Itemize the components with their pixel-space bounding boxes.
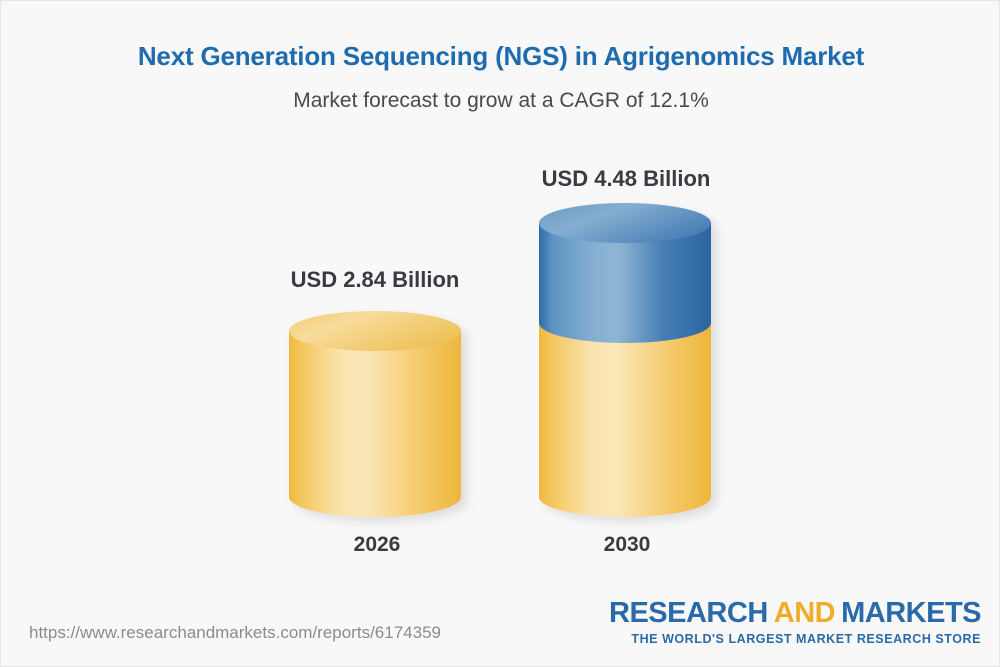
bar-cylinder-2026[interactable] — [287, 309, 467, 521]
logo-word-and: AND — [773, 597, 836, 629]
bar-category-label-2026: 2026 — [353, 533, 401, 556]
chart-title: Next Generation Sequencing (NGS) in Agri… — [137, 41, 865, 71]
logo-word-research: RESEARCH — [609, 597, 768, 629]
source-url[interactable]: https://www.researchandmarkets.com/repor… — [29, 623, 441, 642]
logo-tagline: THE WORLD'S LARGEST MARKET RESEARCH STOR… — [631, 632, 981, 646]
chart-subtitle: Market forecast to grow at a CAGR of 12.… — [293, 89, 709, 112]
bar-value-label-2030: USD 4.48 Billion — [541, 166, 711, 191]
research-and-markets-logo[interactable]: RESEARCH AND MARKETS THE WORLD'S LARGEST M… — [609, 599, 981, 646]
bar-value-label-2026: USD 2.84 Billion — [290, 267, 460, 292]
logo-word-markets: MARKETS — [841, 597, 981, 629]
logo-wordmark: RESEARCH AND MARKETS — [609, 599, 981, 628]
bar-category-label-2030: 2030 — [603, 533, 651, 556]
bar-cylinder-2030[interactable] — [537, 201, 717, 521]
